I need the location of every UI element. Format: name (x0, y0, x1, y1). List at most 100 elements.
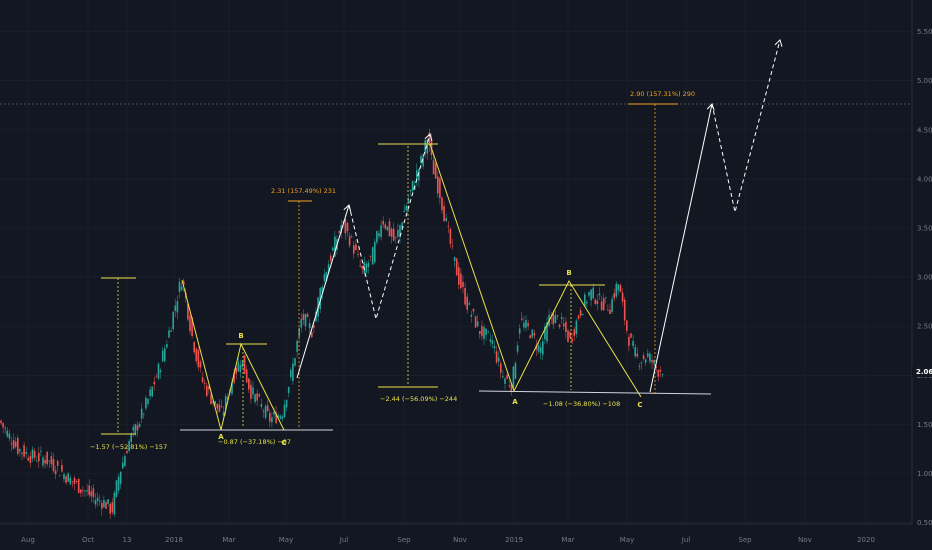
candle-body (306, 313, 309, 318)
candle-body (27, 457, 30, 461)
y-tick-label: 4.00 (917, 175, 932, 183)
candle-body (353, 245, 355, 254)
candle-body (334, 236, 336, 257)
candle-body (449, 228, 452, 244)
candle-body (485, 328, 487, 335)
candle-body (647, 353, 649, 357)
candle-body (382, 221, 384, 225)
candle-body (92, 488, 95, 498)
candle-body (147, 398, 149, 404)
x-tick-label: Jul (681, 536, 691, 544)
candle-body (298, 328, 300, 337)
candle-body (38, 452, 40, 462)
candle-body (563, 323, 565, 327)
candle-body (428, 132, 431, 146)
time-axis[interactable]: Aug Oct 13 2018 Mar May Jul Sep Nov 2019 Mar May Jul… (21, 536, 875, 544)
candle-body (623, 299, 626, 321)
candle-body (466, 296, 468, 310)
candle-body (4, 427, 6, 429)
candle-body (73, 477, 76, 485)
candle-body (516, 345, 519, 352)
candle-body (590, 289, 592, 301)
candle-body (655, 366, 657, 368)
candle-body (296, 340, 298, 352)
candle-body (243, 355, 246, 374)
candle-body (313, 325, 315, 328)
candle-body (527, 323, 529, 327)
candle-body (418, 169, 420, 181)
candle-body (403, 210, 405, 212)
candle-body (29, 456, 32, 464)
fib-label: −1.08 (−36.80%) −108 (543, 400, 620, 408)
candle-body (607, 309, 609, 311)
candle-body (138, 423, 141, 427)
candle-body (0, 420, 2, 424)
candle-body (405, 205, 408, 211)
candle-body (109, 503, 111, 514)
x-tick-label: Mar (561, 536, 574, 544)
candle-body (63, 474, 65, 480)
candle-body (586, 301, 588, 304)
candle-body (191, 317, 193, 337)
candle-body (277, 415, 279, 417)
fib-annotations: −1.57 (−52.81%) −157 −0.87 (−37.18%) −87 2… (90, 90, 695, 451)
candle-body (432, 160, 435, 175)
candle-body (189, 315, 191, 332)
candle-body (407, 198, 410, 203)
candle-body (500, 363, 502, 373)
candle-body (132, 427, 135, 431)
candle-body (529, 335, 531, 339)
candle-body (203, 382, 206, 384)
candle-body (495, 351, 498, 363)
candle-body (443, 205, 445, 222)
candle-body (395, 236, 397, 238)
candle-body (279, 415, 282, 419)
candle-body (577, 315, 580, 319)
candle-body (88, 485, 90, 496)
candle-body (525, 320, 527, 328)
fib-label: 2.31 (157.49%) 231 (271, 187, 336, 195)
candle-body (94, 500, 97, 505)
candle-body (258, 394, 261, 397)
x-tick-label: 2019 (505, 536, 523, 544)
candle-body (56, 460, 59, 466)
candle-body (546, 322, 548, 342)
candle-body (378, 233, 380, 237)
candle-body (588, 292, 590, 296)
candle-body (512, 366, 515, 388)
candle-body (441, 197, 443, 211)
y-tick-label: 3.00 (917, 274, 932, 282)
candle-body (472, 308, 475, 312)
x-tick-label: 13 (123, 536, 132, 544)
candle-body (149, 389, 151, 397)
candle-body (369, 255, 372, 257)
candle-body (315, 311, 317, 322)
drawing-overlays (101, 39, 783, 435)
wave-labels: A B C A B C (218, 269, 642, 447)
candle-body (143, 413, 145, 415)
candle-body (35, 460, 38, 462)
candle-body (644, 359, 647, 363)
candle-body (481, 325, 483, 337)
candle-body (634, 346, 636, 357)
candle-body (65, 476, 67, 483)
candle-body (117, 476, 120, 491)
candle-body (231, 382, 233, 394)
candle-body (111, 502, 114, 513)
candle-body (6, 430, 9, 437)
candle-body (657, 370, 660, 377)
candle-body (344, 218, 347, 234)
candle-body (260, 404, 263, 407)
candle-body (206, 385, 208, 396)
candle-body (539, 347, 542, 353)
projection-up-1 (296, 204, 350, 379)
x-tick-label: Sep (397, 536, 411, 544)
candle-body (569, 332, 571, 338)
candle-body (266, 405, 269, 411)
candle-body (161, 350, 164, 362)
candle-body (434, 163, 437, 179)
candle-body (638, 365, 641, 367)
candle-body (195, 348, 198, 362)
